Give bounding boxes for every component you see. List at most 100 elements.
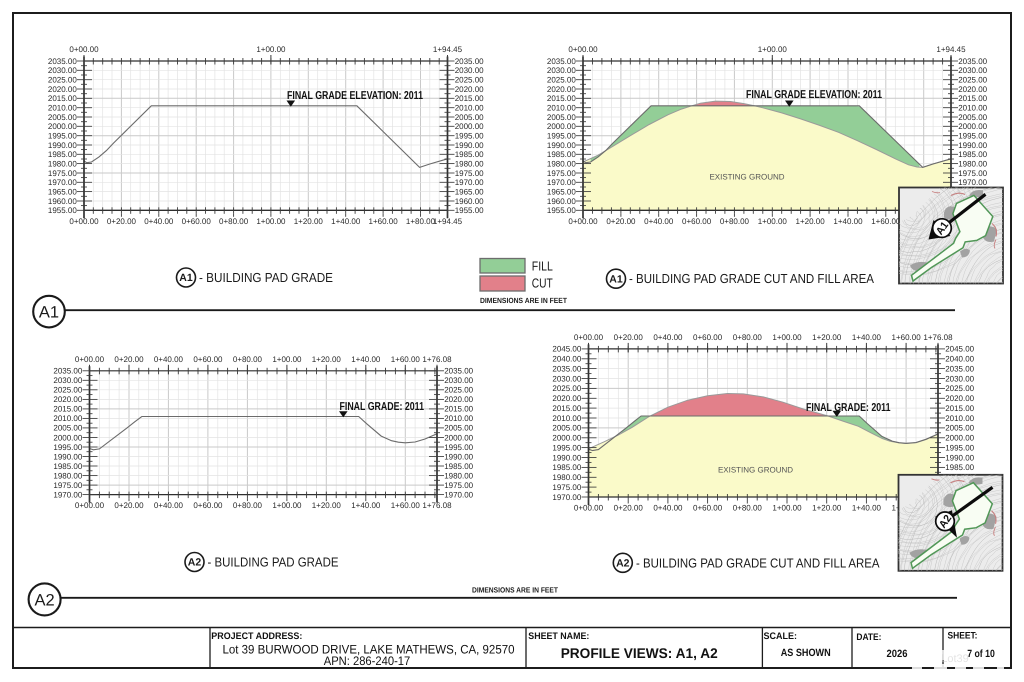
- svg-text:0+80.00: 0+80.00: [733, 504, 763, 513]
- svg-text:2035.00: 2035.00: [958, 57, 987, 66]
- svg-text:1975.00: 1975.00: [958, 169, 987, 178]
- svg-text:2030.00: 2030.00: [48, 66, 77, 75]
- svg-text:2030.00: 2030.00: [547, 66, 576, 75]
- svg-text:0+40.00: 0+40.00: [653, 333, 683, 342]
- svg-text:2025.00: 2025.00: [552, 384, 581, 393]
- svg-text:1985.00: 1985.00: [945, 463, 974, 472]
- svg-text:2025.00: 2025.00: [53, 386, 82, 395]
- svg-text:2000.00: 2000.00: [53, 433, 82, 442]
- svg-text:FINAL GRADE ELEVATION: 2011: FINAL GRADE ELEVATION: 2011: [287, 90, 423, 102]
- svg-text:2015.00: 2015.00: [444, 405, 473, 414]
- svg-text:A1: A1: [179, 272, 193, 284]
- svg-text:1995.00: 1995.00: [547, 132, 576, 141]
- svg-text:2015.00: 2015.00: [455, 94, 484, 103]
- svg-text:1970.00: 1970.00: [547, 178, 576, 187]
- svg-text:2040.00: 2040.00: [945, 355, 974, 364]
- svg-text:2015.00: 2015.00: [552, 404, 581, 413]
- svg-text:2015.00: 2015.00: [547, 94, 576, 103]
- svg-text:1+00.00: 1+00.00: [772, 504, 802, 513]
- svg-text:APN: 286-240-17: APN: 286-240-17: [324, 654, 411, 668]
- svg-text:- BUILDING PAD GRADE: - BUILDING PAD GRADE: [208, 555, 339, 570]
- svg-text:2015.00: 2015.00: [48, 94, 77, 103]
- svg-text:0+60.00: 0+60.00: [693, 333, 723, 342]
- svg-text:1+00.00: 1+00.00: [272, 501, 302, 510]
- svg-text:2035.00: 2035.00: [444, 367, 473, 376]
- svg-text:1+60.00: 1+60.00: [892, 333, 922, 342]
- svg-text:2005.00: 2005.00: [444, 424, 473, 433]
- svg-text:1+20.00: 1+20.00: [812, 504, 842, 513]
- svg-text:1+40.00: 1+40.00: [351, 355, 381, 364]
- svg-text:1955.00: 1955.00: [48, 206, 77, 215]
- svg-text:2015.00: 2015.00: [958, 94, 987, 103]
- svg-text:SHEET NAME:: SHEET NAME:: [528, 631, 589, 642]
- svg-text:0+20.00: 0+20.00: [114, 501, 144, 510]
- svg-text:0+60.00: 0+60.00: [682, 217, 712, 226]
- svg-text:1995.00: 1995.00: [945, 443, 974, 452]
- svg-text:2005.00: 2005.00: [53, 424, 82, 433]
- svg-text:2030.00: 2030.00: [945, 374, 974, 383]
- svg-text:2035.00: 2035.00: [547, 57, 576, 66]
- svg-text:DIMENSIONS ARE IN FEET: DIMENSIONS ARE IN FEET: [480, 296, 567, 305]
- svg-text:2020.00: 2020.00: [958, 85, 987, 94]
- svg-text:1975.00: 1975.00: [444, 481, 473, 490]
- svg-text:1+20.00: 1+20.00: [812, 333, 842, 342]
- svg-text:1985.00: 1985.00: [547, 150, 576, 159]
- svg-text:1+76.08: 1+76.08: [422, 501, 452, 510]
- svg-text:2010.00: 2010.00: [53, 414, 82, 423]
- svg-text:2025.00: 2025.00: [455, 76, 484, 85]
- svg-text:1970.00: 1970.00: [53, 490, 82, 499]
- svg-text:2005.00: 2005.00: [455, 113, 484, 122]
- svg-text:2020.00: 2020.00: [945, 394, 974, 403]
- svg-text:1+40.00: 1+40.00: [852, 333, 882, 342]
- svg-text:2025.00: 2025.00: [444, 386, 473, 395]
- svg-text:2035.00: 2035.00: [48, 57, 77, 66]
- svg-text:2015.00: 2015.00: [945, 404, 974, 413]
- svg-text:EXISTING GROUND: EXISTING GROUND: [718, 466, 793, 475]
- svg-text:A1: A1: [39, 304, 59, 322]
- svg-text:2005.00: 2005.00: [48, 113, 77, 122]
- svg-text:2000.00: 2000.00: [455, 122, 484, 131]
- svg-text:PROFILE VIEWS: A1, A2: PROFILE VIEWS: A1, A2: [561, 645, 718, 661]
- svg-text:1+40.00: 1+40.00: [351, 501, 381, 510]
- svg-text:- BUILDING PAD GRADE CUT AND F: - BUILDING PAD GRADE CUT AND FILL AREA: [629, 271, 874, 286]
- svg-text:2010.00: 2010.00: [552, 414, 581, 423]
- svg-text:2030.00: 2030.00: [53, 376, 82, 385]
- svg-text:0+60.00: 0+60.00: [193, 355, 223, 364]
- svg-text:1990.00: 1990.00: [945, 453, 974, 462]
- svg-text:1+00.00: 1+00.00: [758, 45, 788, 54]
- svg-text:0+00.00: 0+00.00: [568, 45, 598, 54]
- svg-text:1965.00: 1965.00: [48, 187, 77, 196]
- svg-text:1990.00: 1990.00: [958, 141, 987, 150]
- svg-text:2020.00: 2020.00: [455, 85, 484, 94]
- svg-text:AS SHOWN: AS SHOWN: [781, 647, 831, 659]
- svg-text:0+60.00: 0+60.00: [693, 504, 723, 513]
- svg-text:2005.00: 2005.00: [547, 113, 576, 122]
- svg-text:1+60.00: 1+60.00: [391, 355, 421, 364]
- svg-text:2020.00: 2020.00: [552, 394, 581, 403]
- svg-text:2045.00: 2045.00: [552, 345, 581, 354]
- svg-text:2035.00: 2035.00: [53, 367, 82, 376]
- svg-text:2020.00: 2020.00: [53, 395, 82, 404]
- svg-text:0+40.00: 0+40.00: [644, 217, 674, 226]
- svg-text:0+40.00: 0+40.00: [154, 501, 184, 510]
- svg-text:1960.00: 1960.00: [547, 197, 576, 206]
- svg-text:0+00.00: 0+00.00: [574, 504, 604, 513]
- svg-text:1970.00: 1970.00: [444, 490, 473, 499]
- svg-text:2010.00: 2010.00: [945, 414, 974, 423]
- svg-text:1990.00: 1990.00: [455, 141, 484, 150]
- svg-text:1+76.08: 1+76.08: [923, 333, 953, 342]
- svg-text:1995.00: 1995.00: [455, 132, 484, 141]
- svg-text:1990.00: 1990.00: [48, 141, 77, 150]
- svg-text:2026: 2026: [887, 648, 908, 660]
- svg-text:1+94.45: 1+94.45: [936, 45, 966, 54]
- svg-text:1970.00: 1970.00: [552, 493, 581, 502]
- svg-text:1990.00: 1990.00: [444, 452, 473, 461]
- svg-text:0+60.00: 0+60.00: [182, 217, 212, 226]
- svg-text:1+76.08: 1+76.08: [422, 355, 452, 364]
- svg-text:0+00.00: 0+00.00: [568, 217, 598, 226]
- svg-text:1+40.00: 1+40.00: [331, 217, 361, 226]
- svg-text:1+60.00: 1+60.00: [391, 501, 421, 510]
- svg-text:0+20.00: 0+20.00: [606, 217, 636, 226]
- svg-text:2030.00: 2030.00: [444, 376, 473, 385]
- svg-text:1+60.00: 1+60.00: [369, 217, 399, 226]
